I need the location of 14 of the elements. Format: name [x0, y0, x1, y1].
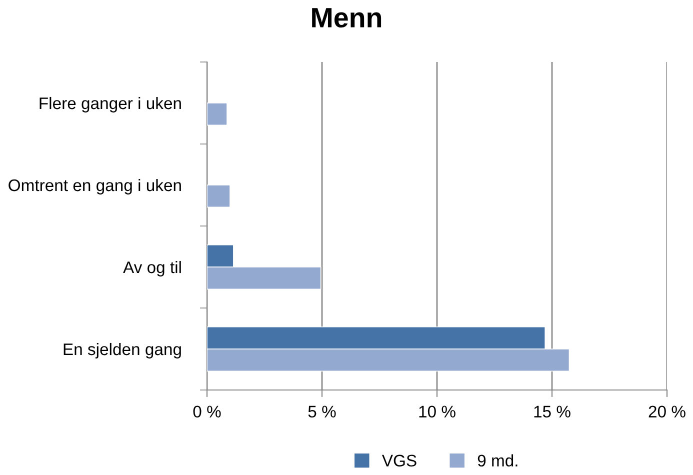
x-tick-label: 15 % [534, 406, 570, 418]
legend-label: 9 md. [478, 454, 518, 467]
bar [207, 102, 228, 126]
legend-label: VGS [382, 454, 416, 467]
x-tick-label: 10 % [419, 406, 456, 418]
y-tick-label: Av og til [123, 260, 181, 276]
y-tick-label: Omtrent en gang i uken [8, 178, 181, 194]
bar [207, 184, 230, 208]
y-tick-label: En sjelden gang [64, 342, 181, 358]
x-tick-label: 0 % [193, 406, 221, 418]
x-tick-label: 5 % [308, 406, 336, 418]
y-tick-label: Flere ganger i uken [40, 96, 181, 112]
x-tick-label: 20 % [648, 406, 686, 418]
chart-title: Menn [312, 8, 382, 28]
